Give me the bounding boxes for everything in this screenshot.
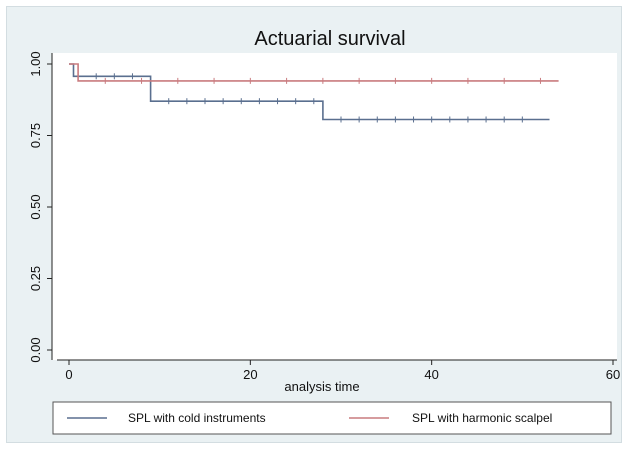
y-tick-label-0.25: 0.25	[28, 266, 43, 291]
y-tick-label-0.75: 0.75	[28, 123, 43, 148]
legend-label-cold: SPL with cold instruments	[128, 411, 266, 425]
x-tick-label-40: 40	[424, 367, 438, 382]
plot-area	[52, 53, 617, 360]
y-tick-label-1.00: 1.00	[28, 51, 43, 76]
legend-label-harmonic: SPL with harmonic scalpel	[412, 411, 552, 425]
chart-title: Actuarial survival	[254, 28, 405, 50]
y-tick-label-0.00: 0.00	[28, 337, 43, 362]
axes: 0 20 40 60 0.00 0.25 0.50 0.75 1.00	[28, 51, 620, 382]
x-tick-label-20: 20	[243, 367, 257, 382]
x-tick-label-60: 60	[606, 367, 620, 382]
y-tick-label-0.50: 0.50	[28, 194, 43, 219]
chart-figure: Actuarial survival 0 20 40 60 0.00 0.25 0.50 0.…	[6, 6, 622, 443]
x-axis-title: analysis time	[284, 379, 359, 394]
legend: SPL with cold instruments SPL with harmo…	[52, 401, 612, 435]
chart-svg: Actuarial survival 0 20 40 60 0.00 0.25 0.50 0.…	[28, 28, 620, 435]
x-tick-label-0: 0	[65, 367, 72, 382]
series-line-0	[69, 63, 550, 121]
series-line-1	[69, 63, 559, 82]
legend-box	[52, 401, 612, 435]
series-layer	[69, 63, 559, 123]
